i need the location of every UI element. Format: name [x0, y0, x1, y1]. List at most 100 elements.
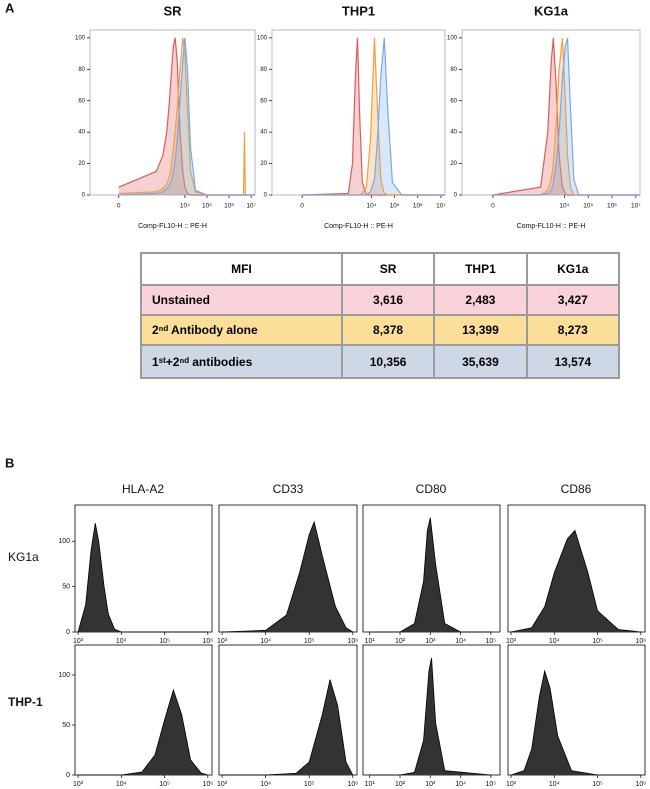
x-tick-label: 10⁵: [304, 638, 315, 645]
x-tick-label: 10⁵: [390, 203, 400, 210]
cell: 8,378: [340, 314, 436, 346]
y-tick-label: 20: [450, 161, 457, 167]
x-tick-label: 10⁵: [304, 781, 315, 788]
x-tick-label: 10⁴: [455, 638, 466, 645]
cell: 10,356: [340, 344, 436, 379]
x-tick-label: 10³: [506, 638, 517, 645]
row-label: 1ˢᵗ+2ⁿᵈ antibodies: [140, 344, 343, 379]
cell: 3,616: [340, 284, 436, 316]
x-tick-label: 10³: [506, 781, 517, 788]
histogram-line: [492, 37, 640, 196]
y-tick-label: 100: [75, 35, 86, 41]
x-tick-label: 10⁴: [180, 203, 190, 210]
x-tick-label: 10⁴: [116, 638, 127, 645]
area-fill: [222, 679, 353, 775]
x-tick-label: 10⁵: [486, 781, 497, 788]
x-tick-label: 10³: [425, 781, 436, 788]
x-tick-label: 10⁴: [455, 781, 466, 788]
x-tick-label: 10⁴: [116, 781, 127, 788]
chart-title: THP1: [342, 3, 375, 18]
plot-frame: [74, 644, 213, 776]
mfi-table: MFI SR THP1 KG1a Unstained 3,616 2,483 3,427 2…: [140, 252, 621, 379]
row-label: KG1a: [8, 550, 39, 564]
x-tick-label: 10²: [395, 638, 406, 645]
x-tick-label: 10⁵: [592, 781, 603, 788]
x-tick-label: 10⁶: [635, 638, 646, 645]
panel-label: B: [5, 455, 14, 470]
x-tick-label: 10²: [395, 781, 406, 788]
y-tick-label: 80: [78, 67, 85, 73]
histogram-line: [510, 529, 641, 633]
row-label: Unstained: [140, 284, 343, 316]
area-fill: [78, 523, 208, 632]
y-tick-label: 40: [260, 130, 267, 136]
chart-title: KG1a: [534, 3, 569, 18]
area-fill: [118, 37, 256, 195]
y-tick-label: 50: [62, 583, 70, 590]
histogram-line: [492, 37, 640, 196]
y-tick-label: 100: [58, 672, 70, 679]
y-tick-label: 0: [82, 193, 86, 199]
histogram-line: [510, 669, 641, 776]
plot-frame: [461, 29, 641, 196]
chart-title: SR: [163, 3, 182, 18]
y-tick-label: 40: [78, 130, 85, 136]
area-fill: [492, 37, 640, 195]
x-tick-label: 10⁶: [347, 781, 358, 788]
x-tick-label: 10³: [217, 781, 228, 788]
x-tick-label: 10⁶: [635, 781, 646, 788]
x-tick-label: 0: [491, 203, 495, 210]
x-tick-label: 0: [117, 203, 121, 210]
x-tick-label: 10⁵: [159, 638, 170, 645]
x-tick-label: 10⁵: [486, 638, 497, 645]
cell: 13,399: [433, 314, 528, 346]
y-tick-label: 20: [78, 161, 85, 167]
y-tick-label: 50: [62, 722, 70, 729]
x-tick-label: 10⁷: [631, 203, 641, 210]
area-fill: [78, 690, 208, 775]
y-tick-label: 100: [447, 35, 458, 41]
x-tick-label: 10¹: [365, 638, 376, 645]
histogram-line: [302, 37, 445, 196]
plot-frame: [507, 644, 646, 776]
area-fill: [118, 37, 256, 195]
x-tick-label: 10⁶: [224, 203, 234, 210]
cell: 35,639: [433, 344, 528, 379]
x-axis-label: Comp-FL10-H :: PE-H: [517, 223, 586, 230]
table-header: SR: [340, 252, 436, 286]
y-tick-label: 0: [454, 193, 458, 199]
row-label: 2ⁿᵈ Antibody alone: [140, 314, 343, 346]
x-tick-label: 10⁴: [260, 781, 271, 788]
row-label: THP-1: [8, 695, 43, 709]
column-header: CD80: [416, 482, 447, 496]
panel-label: A: [5, 0, 15, 15]
x-tick-label: 10³: [73, 781, 84, 788]
table-header: KG1a: [525, 252, 621, 286]
y-tick-label: 0: [66, 629, 70, 636]
x-axis-label: Comp-FL10-H :: PE-H: [138, 223, 207, 230]
y-tick-label: 100: [257, 35, 268, 41]
x-tick-label: 10⁵: [583, 203, 593, 210]
column-header: HLA-A2: [122, 482, 164, 496]
column-header: CD33: [273, 482, 304, 496]
x-tick-label: 10⁷: [436, 203, 446, 210]
histogram-line: [222, 679, 354, 776]
x-axis-label: Comp-FL10-H :: PE-H: [324, 223, 393, 230]
y-tick-label: 20: [260, 161, 267, 167]
y-tick-label: 60: [260, 98, 267, 104]
x-tick-label: 10⁶: [202, 638, 213, 645]
y-tick-label: 40: [450, 130, 457, 136]
cell: 3,427: [525, 284, 621, 316]
x-tick-label: 10⁶: [347, 638, 358, 645]
x-tick-label: 10⁴: [367, 203, 377, 210]
x-tick-label: 10⁴: [260, 638, 271, 645]
x-tick-label: 0: [300, 203, 304, 210]
area-fill: [222, 521, 353, 632]
table-header: THP1: [433, 252, 528, 286]
x-tick-label: 10³: [73, 638, 84, 645]
x-tick-label: 10⁴: [549, 781, 560, 788]
x-tick-label: 10⁶: [413, 203, 423, 210]
histogram-line: [222, 520, 353, 633]
x-tick-label: 10⁴: [549, 638, 560, 645]
